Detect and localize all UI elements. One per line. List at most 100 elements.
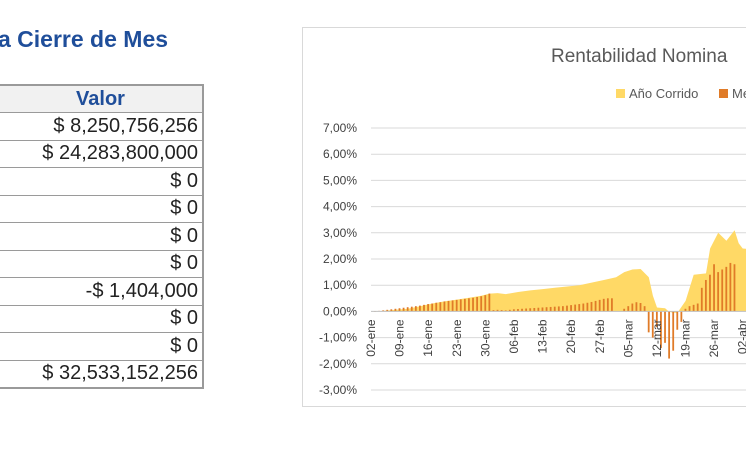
bar-mes — [451, 300, 454, 312]
x-tick-label: 12-mar — [650, 319, 664, 357]
bar-mes — [664, 311, 666, 343]
bar-mes — [566, 305, 568, 312]
x-tick-label: 06-feb — [507, 319, 521, 353]
bar-mes — [557, 306, 560, 312]
bar-mes — [537, 307, 540, 312]
table-row: $ 0 — [0, 332, 204, 361]
bar-mes — [672, 311, 675, 351]
x-tick-label: 02-abr — [736, 319, 746, 354]
bar-mes — [729, 262, 732, 312]
bar-mes — [463, 298, 466, 312]
bar-mes — [459, 299, 462, 312]
y-tick-label: -1,00% — [319, 331, 357, 345]
x-tick-label: 23-ene — [450, 319, 464, 357]
bar-mes — [517, 309, 519, 312]
bar-mes — [680, 311, 683, 322]
bar-mes — [386, 309, 389, 312]
y-tick-label: 0,00% — [323, 304, 357, 318]
bar-mes — [696, 303, 699, 312]
y-tick-label: 6,00% — [323, 147, 357, 161]
y-tick-label: 3,00% — [323, 226, 357, 240]
value-cell: $ 0 — [0, 167, 204, 196]
rentabilidad-chart: Rentabilidad Nomina Año Corrido Mes 7,00% 6,… — [319, 46, 746, 397]
bar-mes — [611, 298, 613, 312]
bar-mes — [668, 311, 671, 359]
table-row: $ 0 — [0, 167, 204, 196]
bar-mes — [647, 311, 650, 333]
bar-mes — [439, 302, 442, 312]
bar-mes — [721, 269, 724, 312]
table-header-row: Valor — [0, 84, 204, 113]
value-cell: $ 0 — [0, 249, 204, 278]
table-row: $ 0 — [0, 249, 204, 278]
bar-mes — [492, 310, 495, 312]
x-tick-label: 20-feb — [564, 319, 578, 353]
legend-label-mes: Mes — [732, 86, 746, 101]
bar-mes — [480, 296, 483, 312]
table-row: $ 8,250,756,256 — [0, 112, 204, 141]
bar-mes — [651, 311, 654, 338]
chart-title: Rentabilidad Nomina — [551, 46, 728, 67]
value-cell: -$ 1,404,000 — [0, 277, 204, 306]
bar-mes — [627, 306, 630, 312]
bar-mes — [655, 311, 658, 328]
bar-mes — [709, 274, 711, 312]
bar-mes — [574, 304, 577, 312]
bar-mes — [541, 307, 544, 312]
bar-mes — [504, 310, 507, 312]
bar-mes — [443, 301, 446, 312]
bar-mes — [410, 306, 413, 312]
table-row: -$ 1,404,000 — [0, 277, 204, 306]
bar-mes — [455, 299, 458, 312]
y-tick-label: -3,00% — [319, 383, 357, 397]
bar-mes — [594, 300, 597, 312]
y-tick-label: 1,00% — [323, 278, 357, 292]
bar-mes — [553, 306, 556, 312]
x-tick-label: 26-mar — [707, 319, 721, 357]
bar-mes — [660, 311, 662, 349]
chart-panel[interactable]: Rentabilidad Nomina Año Corrido Mes 7,00% 6,… — [302, 27, 746, 407]
bar-mes — [562, 306, 564, 312]
bar-mes — [468, 298, 470, 312]
bar-mes — [435, 302, 438, 312]
y-tick-label: -2,00% — [319, 357, 357, 371]
bar-mes — [382, 310, 385, 312]
bar-mes — [704, 279, 707, 312]
bar-mes — [390, 309, 393, 312]
value-cell: $ 0 — [0, 194, 204, 223]
y-tick-label: 5,00% — [323, 173, 357, 187]
y-tick-label: 4,00% — [323, 200, 357, 214]
bar-mes — [717, 272, 720, 312]
legend-swatch-mes — [719, 89, 728, 98]
bar-mes — [525, 308, 528, 312]
x-tick-label: 19-mar — [679, 319, 693, 357]
total-value-cell: $ 32,533,152,256 — [0, 359, 204, 388]
bar-mes — [586, 302, 589, 312]
bar-mes — [533, 307, 536, 312]
bar-mes — [549, 306, 552, 312]
bar-mes — [512, 309, 515, 312]
bar-mes — [713, 264, 715, 312]
value-cell: $ 8,250,756,256 — [0, 112, 204, 141]
series-area-ano-corrido — [371, 230, 746, 313]
bar-mes — [643, 306, 646, 312]
value-cell: $ 0 — [0, 304, 204, 333]
bar-mes — [602, 298, 605, 312]
table-row: $ 0 — [0, 304, 204, 333]
bar-mes — [484, 295, 487, 312]
bar-mes — [700, 287, 703, 312]
table-row: $ 0 — [0, 194, 204, 223]
bar-mes — [476, 296, 479, 312]
bar-mes — [692, 304, 695, 312]
bar-mes — [623, 308, 626, 312]
bar-mes — [398, 308, 401, 312]
x-tick-label: 02-ene — [364, 319, 378, 357]
column-header-valor: Valor — [0, 84, 204, 113]
x-tick-label: 30-ene — [478, 319, 492, 357]
bar-mes — [496, 309, 499, 312]
x-tick-label: 05-mar — [621, 319, 635, 357]
page-heading: a Cierre de Mes — [0, 26, 169, 52]
bar-mes — [500, 310, 503, 312]
x-tick-label: 13-feb — [536, 319, 550, 353]
value-cell: $ 0 — [0, 332, 204, 361]
